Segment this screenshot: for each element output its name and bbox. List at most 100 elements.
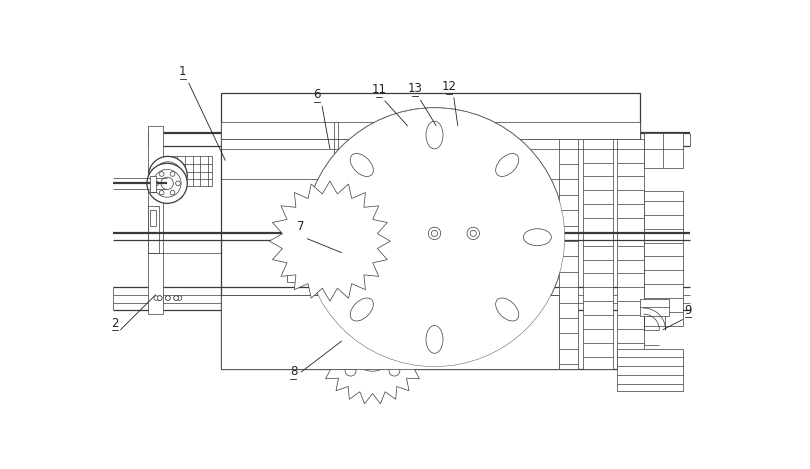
Ellipse shape xyxy=(426,325,443,353)
Bar xyxy=(288,268,310,282)
Circle shape xyxy=(304,215,356,267)
Circle shape xyxy=(154,296,159,300)
Circle shape xyxy=(411,316,458,363)
Bar xyxy=(221,139,640,150)
Bar xyxy=(559,139,578,369)
Circle shape xyxy=(174,296,178,300)
Circle shape xyxy=(350,326,395,371)
Ellipse shape xyxy=(350,153,373,176)
Bar xyxy=(644,133,683,168)
Circle shape xyxy=(176,181,181,186)
Bar xyxy=(221,295,559,369)
Ellipse shape xyxy=(496,298,518,321)
Circle shape xyxy=(177,296,182,300)
Circle shape xyxy=(170,172,175,176)
Ellipse shape xyxy=(496,153,518,176)
Text: 7: 7 xyxy=(297,220,305,234)
Circle shape xyxy=(148,156,187,195)
Circle shape xyxy=(157,296,162,300)
Circle shape xyxy=(305,108,565,367)
Circle shape xyxy=(316,222,347,253)
Circle shape xyxy=(309,214,355,260)
Circle shape xyxy=(470,230,476,236)
Circle shape xyxy=(424,227,446,248)
Circle shape xyxy=(467,227,480,240)
Circle shape xyxy=(311,212,319,219)
Bar xyxy=(221,93,640,369)
Circle shape xyxy=(419,120,450,151)
Polygon shape xyxy=(270,181,390,301)
Text: 13: 13 xyxy=(407,82,423,95)
Bar xyxy=(150,210,156,226)
Bar xyxy=(221,122,640,139)
Circle shape xyxy=(341,263,348,270)
Bar xyxy=(150,176,156,192)
Circle shape xyxy=(346,294,377,325)
Bar xyxy=(644,191,683,326)
Circle shape xyxy=(154,162,182,189)
Circle shape xyxy=(161,177,173,189)
Circle shape xyxy=(174,296,178,300)
Ellipse shape xyxy=(318,229,346,246)
Text: 1: 1 xyxy=(179,65,186,78)
Circle shape xyxy=(311,263,319,270)
Circle shape xyxy=(153,169,181,197)
Circle shape xyxy=(157,296,162,300)
Circle shape xyxy=(292,230,298,236)
Ellipse shape xyxy=(523,229,552,246)
Bar xyxy=(583,139,612,369)
Circle shape xyxy=(147,163,187,204)
Bar xyxy=(640,299,669,316)
Bar xyxy=(147,206,159,253)
Circle shape xyxy=(492,150,522,181)
Text: 9: 9 xyxy=(684,303,692,317)
Circle shape xyxy=(341,212,348,219)
Circle shape xyxy=(322,125,548,350)
Circle shape xyxy=(305,108,565,367)
Circle shape xyxy=(296,237,305,245)
Circle shape xyxy=(417,220,451,254)
Bar xyxy=(169,156,212,186)
Circle shape xyxy=(389,365,400,376)
Bar xyxy=(616,139,644,369)
Text: 8: 8 xyxy=(290,365,297,378)
Circle shape xyxy=(160,172,164,176)
Circle shape xyxy=(165,296,170,300)
Circle shape xyxy=(346,150,377,181)
Bar xyxy=(616,349,683,391)
Text: 2: 2 xyxy=(112,317,119,330)
Ellipse shape xyxy=(426,121,443,149)
Circle shape xyxy=(289,227,301,240)
Circle shape xyxy=(432,230,437,236)
Circle shape xyxy=(419,324,450,355)
Text: 11: 11 xyxy=(371,83,386,96)
Circle shape xyxy=(170,190,175,195)
Circle shape xyxy=(389,322,400,333)
Circle shape xyxy=(484,287,531,333)
Text: 12: 12 xyxy=(441,80,457,93)
Ellipse shape xyxy=(350,298,373,321)
Circle shape xyxy=(154,181,159,186)
Circle shape xyxy=(339,287,385,333)
Circle shape xyxy=(484,142,531,188)
Circle shape xyxy=(411,112,458,158)
Polygon shape xyxy=(317,294,428,404)
Circle shape xyxy=(305,272,313,280)
Circle shape xyxy=(514,214,561,260)
Circle shape xyxy=(165,296,170,300)
Circle shape xyxy=(522,222,553,253)
Bar xyxy=(221,318,357,369)
Circle shape xyxy=(339,230,344,236)
Text: 6: 6 xyxy=(313,88,321,101)
Circle shape xyxy=(335,227,347,240)
Circle shape xyxy=(297,272,305,280)
Circle shape xyxy=(492,294,522,325)
Circle shape xyxy=(315,227,344,256)
Circle shape xyxy=(345,365,356,376)
Circle shape xyxy=(162,169,174,182)
Circle shape xyxy=(360,336,385,362)
Circle shape xyxy=(428,227,441,240)
Bar xyxy=(147,126,164,314)
Circle shape xyxy=(339,142,385,188)
Circle shape xyxy=(345,322,356,333)
